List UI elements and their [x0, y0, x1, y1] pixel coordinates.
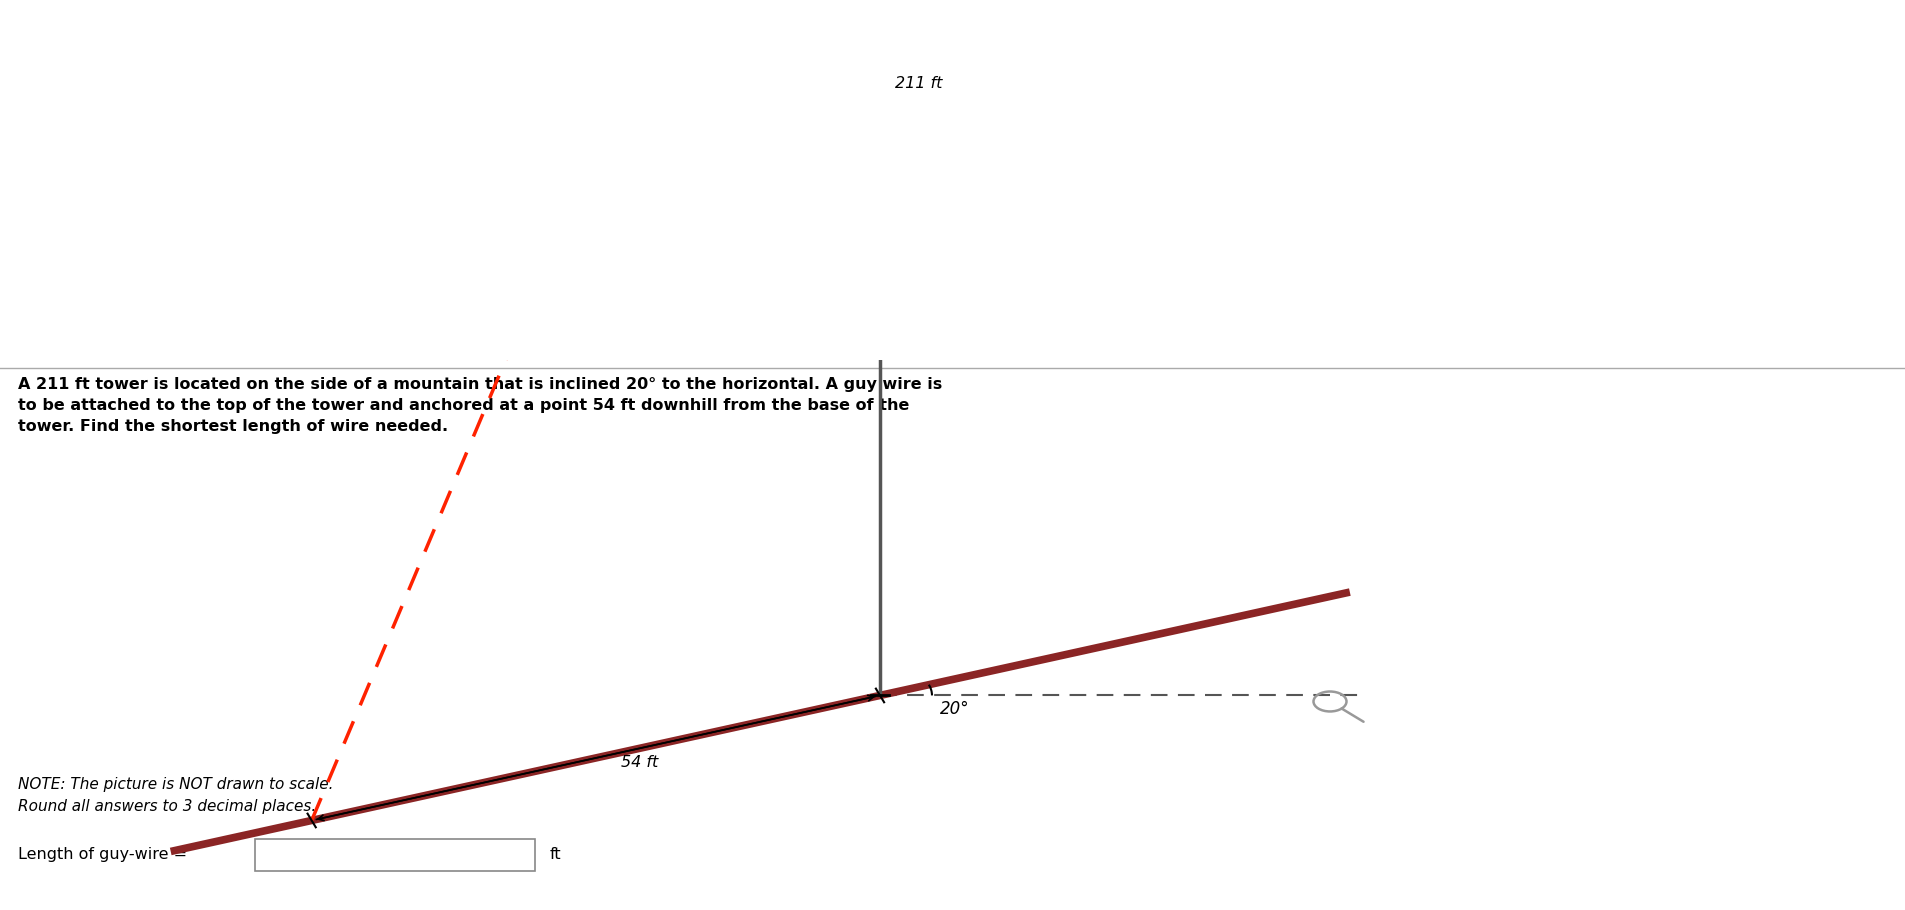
Text: Length of guy-wire =: Length of guy-wire =	[17, 847, 187, 862]
Text: A 211 ft tower is located on the side of a mountain that is inclined 20° to the : A 211 ft tower is located on the side of…	[17, 377, 941, 434]
Text: 211 ft: 211 ft	[895, 76, 941, 91]
FancyBboxPatch shape	[255, 839, 535, 871]
Text: 54 ft: 54 ft	[621, 755, 657, 770]
Text: NOTE: The picture is NOT drawn to scale.
Round all answers to 3 decimal places.: NOTE: The picture is NOT drawn to scale.…	[17, 777, 333, 814]
Text: ft: ft	[551, 847, 562, 862]
Text: 20°: 20°	[939, 700, 970, 718]
